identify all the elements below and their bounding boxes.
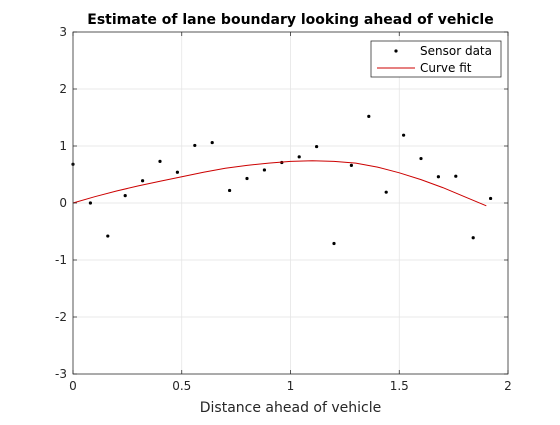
- sensor-data-point: [367, 114, 371, 118]
- legend: Sensor data Curve fit: [370, 40, 502, 78]
- y-tick-label: 2: [59, 82, 67, 96]
- sensor-data-point: [297, 155, 301, 159]
- x-tick-label: 1: [287, 379, 295, 393]
- sensor-data-point: [245, 176, 249, 181]
- legend-box: [370, 40, 502, 78]
- sensor-data-point: [384, 190, 388, 194]
- x-tick-label: 1.5: [390, 379, 409, 393]
- y-tick-label: -3: [55, 367, 67, 381]
- legend-label-sensor-data: Sensor data: [420, 44, 492, 58]
- sensor-data-point: [419, 156, 423, 161]
- sensor-data-point: [175, 170, 179, 174]
- x-axis-label: Distance ahead of vehicle: [200, 400, 381, 416]
- sensor-data-point: [262, 168, 266, 172]
- legend-marker-sensor-data: [394, 49, 398, 53]
- sensor-data-point: [436, 175, 440, 179]
- sensor-data-point: [210, 140, 214, 145]
- sensor-data-point: [489, 196, 493, 201]
- sensor-data-point: [193, 143, 197, 148]
- curve-fit-line: [72, 160, 487, 207]
- sensor-data-point: [88, 201, 92, 205]
- sensor-data-point: [402, 133, 406, 137]
- y-tick-label: 3: [59, 25, 67, 39]
- x-tick-label: 2: [504, 379, 512, 393]
- series-layer: [71, 114, 493, 246]
- x-tick-label: 0.5: [172, 379, 191, 393]
- sensor-data-point: [315, 144, 319, 149]
- y-tick-label: 0: [59, 196, 67, 210]
- y-tick-label: -1: [55, 253, 67, 267]
- sensor-data-point: [471, 236, 475, 240]
- y-tick-label: -2: [55, 310, 67, 324]
- sensor-data-point: [106, 234, 110, 238]
- sensor-data-point: [158, 159, 162, 163]
- sensor-data-point: [349, 163, 353, 167]
- legend-label-curve-fit: Curve fit: [420, 61, 472, 75]
- sensor-data-point: [141, 179, 145, 183]
- axis-ticks: 0 0.5 1 1.5 2 -3 -2 -1 0 1 2 3: [55, 25, 512, 393]
- sensor-data-point: [454, 174, 458, 178]
- sensor-data-point: [332, 241, 336, 246]
- y-tick-label: 1: [59, 139, 67, 153]
- sensor-data-point: [228, 188, 232, 193]
- sensor-data-point: [123, 193, 127, 198]
- chart-title: Estimate of lane boundary looking ahead …: [87, 12, 493, 28]
- x-tick-label: 0: [69, 379, 77, 393]
